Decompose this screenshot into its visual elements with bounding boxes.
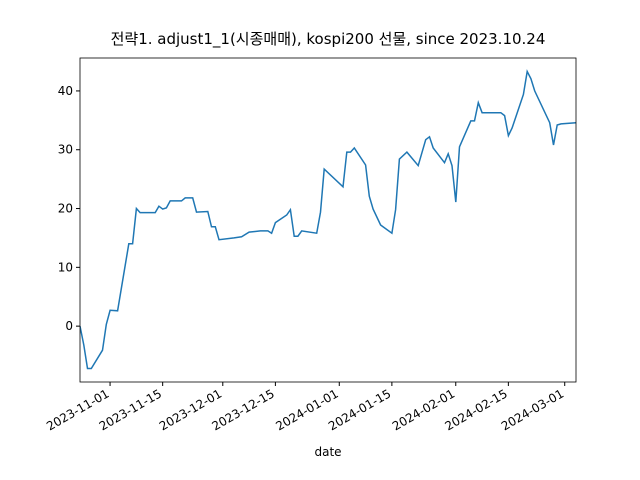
y-tick-label: 20 <box>58 202 73 216</box>
axes-frame <box>79 57 577 383</box>
y-tick-label: 0 <box>65 319 73 333</box>
y-tick-label: 40 <box>58 84 73 98</box>
y-tick-label: 30 <box>58 143 73 157</box>
x-axis-label: date <box>314 445 341 459</box>
y-tick-label: 10 <box>58 260 73 274</box>
chart-title: 전략1. adjust1_1(시종매매), kospi200 선물, since… <box>111 30 546 49</box>
series-line <box>80 69 576 370</box>
